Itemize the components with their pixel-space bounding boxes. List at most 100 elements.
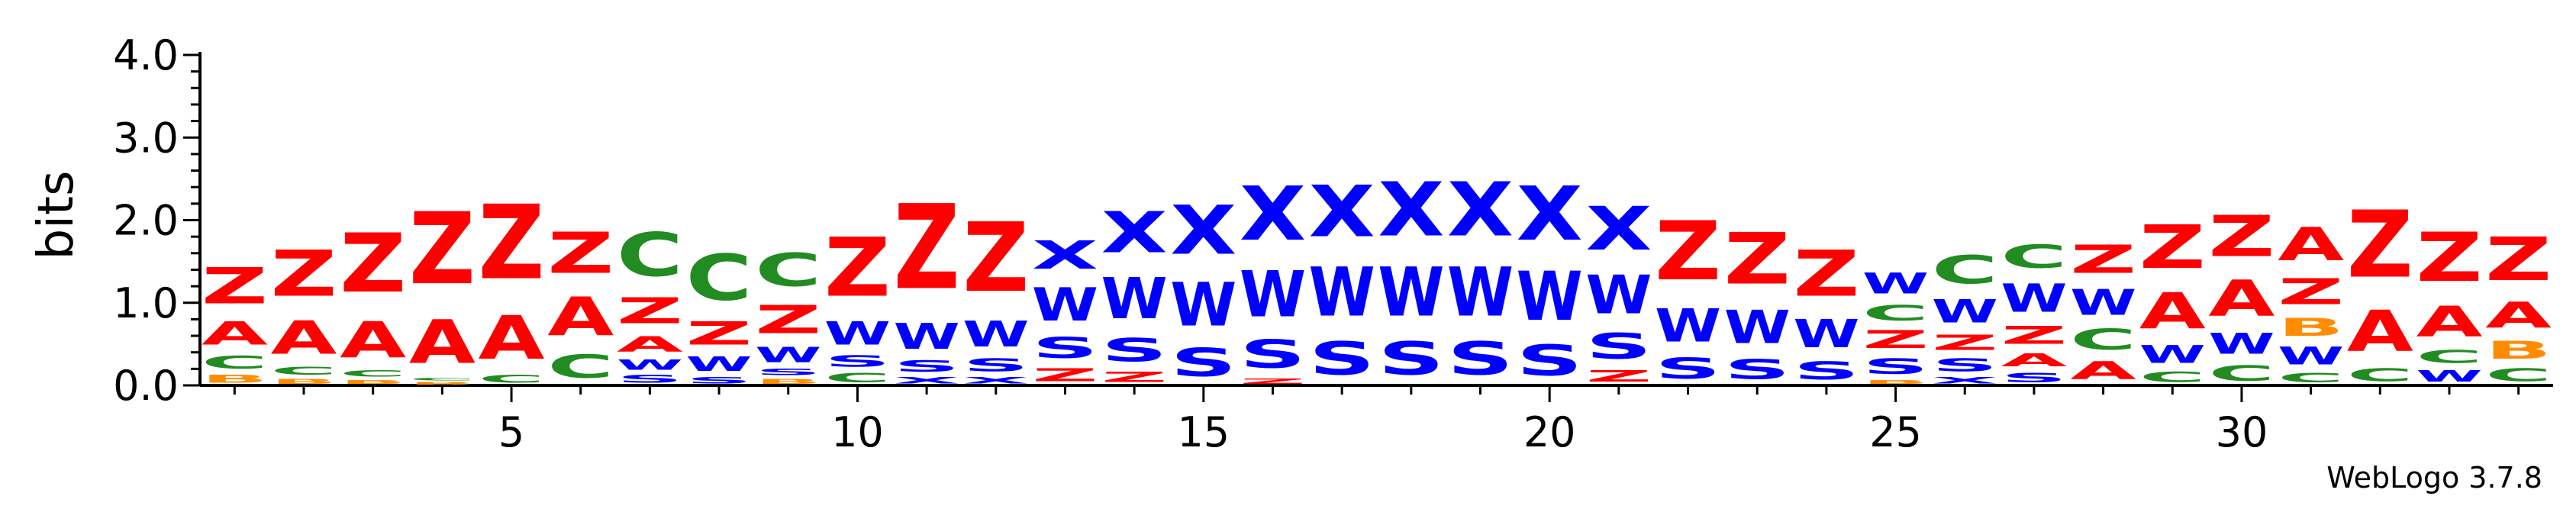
logo-letter-w: W: [1170, 270, 1236, 340]
logo-letter-s: S: [2001, 371, 2067, 385]
y-tick-label: 0.0: [113, 362, 179, 410]
x-tick-label: 20: [1523, 408, 1576, 456]
logo-letter-c: C: [2208, 361, 2275, 385]
logo-letter-z: Z: [1793, 237, 1859, 311]
logo-letter-c: C: [755, 244, 821, 298]
logo-letter-w: W: [755, 343, 821, 367]
logo-letter-w: W: [894, 317, 960, 358]
logo-letter-s: S: [1862, 354, 1929, 379]
logo-letter-z: Z: [1724, 219, 1791, 301]
logo-letter-s: S: [962, 355, 1029, 375]
logo-letter-w: W: [1655, 299, 1721, 353]
logo-letter-z: Z: [1862, 325, 1929, 354]
logo-letter-z: Z: [894, 181, 960, 316]
logo-letter-w: W: [2208, 327, 2275, 360]
logo-letter-s: S: [1378, 331, 1444, 385]
logo-letter-w: W: [617, 356, 683, 373]
logo-letter-a: A: [2278, 218, 2344, 272]
logo-letter-w: W: [1724, 301, 1791, 354]
logo-letter-x: X: [1378, 166, 1444, 253]
logo-letter-w: W: [962, 314, 1029, 356]
logo-letter-b: B: [1862, 379, 1929, 385]
logo-letter-a: A: [409, 307, 476, 377]
logo-letter-c: C: [617, 221, 683, 290]
logo-letter-b: B: [202, 373, 268, 385]
logo-letter-s: S: [755, 367, 821, 377]
logo-letter-a: A: [2001, 350, 2067, 371]
logo-letter-z: Z: [2485, 224, 2552, 294]
y-tick-label: 4.0: [113, 31, 179, 79]
logo-letter-x: X: [1240, 170, 1306, 256]
logo-letter-x: X: [1101, 199, 1168, 266]
logo-letter-c: C: [2416, 347, 2482, 368]
logo-letter-c: C: [270, 365, 337, 377]
logo-letter-a: A: [270, 311, 337, 365]
logo-letter-w: W: [1517, 257, 1583, 336]
logo-letter-a: A: [2208, 270, 2275, 328]
logo-letter-w: W: [1309, 253, 1375, 331]
logo-letter-c: C: [1932, 247, 1998, 293]
logo-letter-s: S: [686, 375, 753, 385]
x-tick-label: 30: [2216, 408, 2268, 456]
logo-letter-z: Z: [479, 184, 545, 303]
logo-letter-w: W: [1378, 253, 1444, 331]
logo-letter-a: A: [2070, 356, 2136, 385]
logo-letter-s: S: [1517, 337, 1583, 385]
axes: 0.0 1.0 2.0 3.0 4.0 5 10 15 20 25 30: [113, 31, 2553, 456]
logo-letter-z: Z: [1101, 369, 1168, 386]
logo-letter-x: X: [1170, 192, 1236, 270]
logo-letter-z: Z: [2070, 237, 2136, 282]
logo-letter-z: Z: [1240, 377, 1306, 385]
x-tick-label: 25: [1869, 408, 1922, 456]
logo-letter-x: X: [962, 375, 1029, 385]
logo-letter-a: A: [479, 303, 545, 373]
logo-letter-c: C: [202, 353, 268, 373]
logo-letter-z: Z: [409, 192, 476, 307]
logo-letter-s: S: [1309, 331, 1375, 385]
logo-letter-z: Z: [2139, 212, 2206, 282]
logo-letter-a: A: [202, 315, 269, 353]
logo-letter-b: B: [755, 377, 821, 385]
logo-letter-z: Z: [824, 221, 891, 315]
logo-letter-z: Z: [2347, 192, 2413, 298]
logo-letter-w: W: [1032, 278, 1098, 331]
logo-letter-x: X: [1517, 170, 1583, 256]
logo-letter-s: S: [894, 358, 960, 375]
logo-letter-c: C: [340, 369, 406, 379]
logo-letter-a: A: [617, 332, 683, 356]
logo-letter-s: S: [1032, 332, 1098, 365]
y-tick-label: 2.0: [113, 197, 179, 245]
logo-letter-w: W: [2139, 340, 2206, 369]
logo-letter-b: B: [409, 382, 476, 385]
logo-letter-b: B: [270, 377, 337, 385]
logo-letter-c: C: [1862, 301, 1929, 325]
x-tick-label: 10: [831, 408, 884, 456]
logo-letter-w: W: [1447, 253, 1514, 331]
logo-letter-a: A: [340, 311, 406, 369]
x-tick-label: 15: [1177, 408, 1230, 456]
logo-letter-z: Z: [2278, 272, 2344, 312]
logo-letter-b: B: [340, 379, 406, 385]
logo-letter-x: X: [1932, 375, 1998, 385]
logo-letter-w: W: [1793, 311, 1859, 356]
logo-letter-w: W: [824, 315, 891, 353]
y-tick-label: 3.0: [113, 114, 179, 162]
logo-letter-w: W: [686, 353, 753, 375]
logo-letter-c: C: [824, 370, 891, 385]
logo-letter-x: X: [1032, 233, 1098, 278]
x-tick-label: 5: [498, 408, 524, 456]
logo-letter-z: Z: [202, 257, 268, 315]
logo-letter-w: W: [1585, 264, 1652, 326]
logo-letter-w: W: [1862, 267, 1929, 300]
logo-letter-c: C: [2001, 238, 2067, 275]
logo-letter-c: C: [479, 373, 545, 385]
logo-letter-a: A: [2485, 295, 2552, 336]
letter-stacks: BCAZBCAZBCAZBCAZCAZCAZSWAZCSWZCBSWZCCSWZ…: [202, 166, 2552, 385]
logo-letter-c: C: [686, 242, 753, 316]
y-tick-label: 1.0: [113, 279, 179, 327]
logo-letter-z: Z: [1585, 367, 1652, 385]
logo-letter-s: S: [1447, 331, 1514, 385]
logo-letter-z: Z: [2416, 218, 2482, 297]
logo-letter-z: Z: [340, 217, 406, 311]
